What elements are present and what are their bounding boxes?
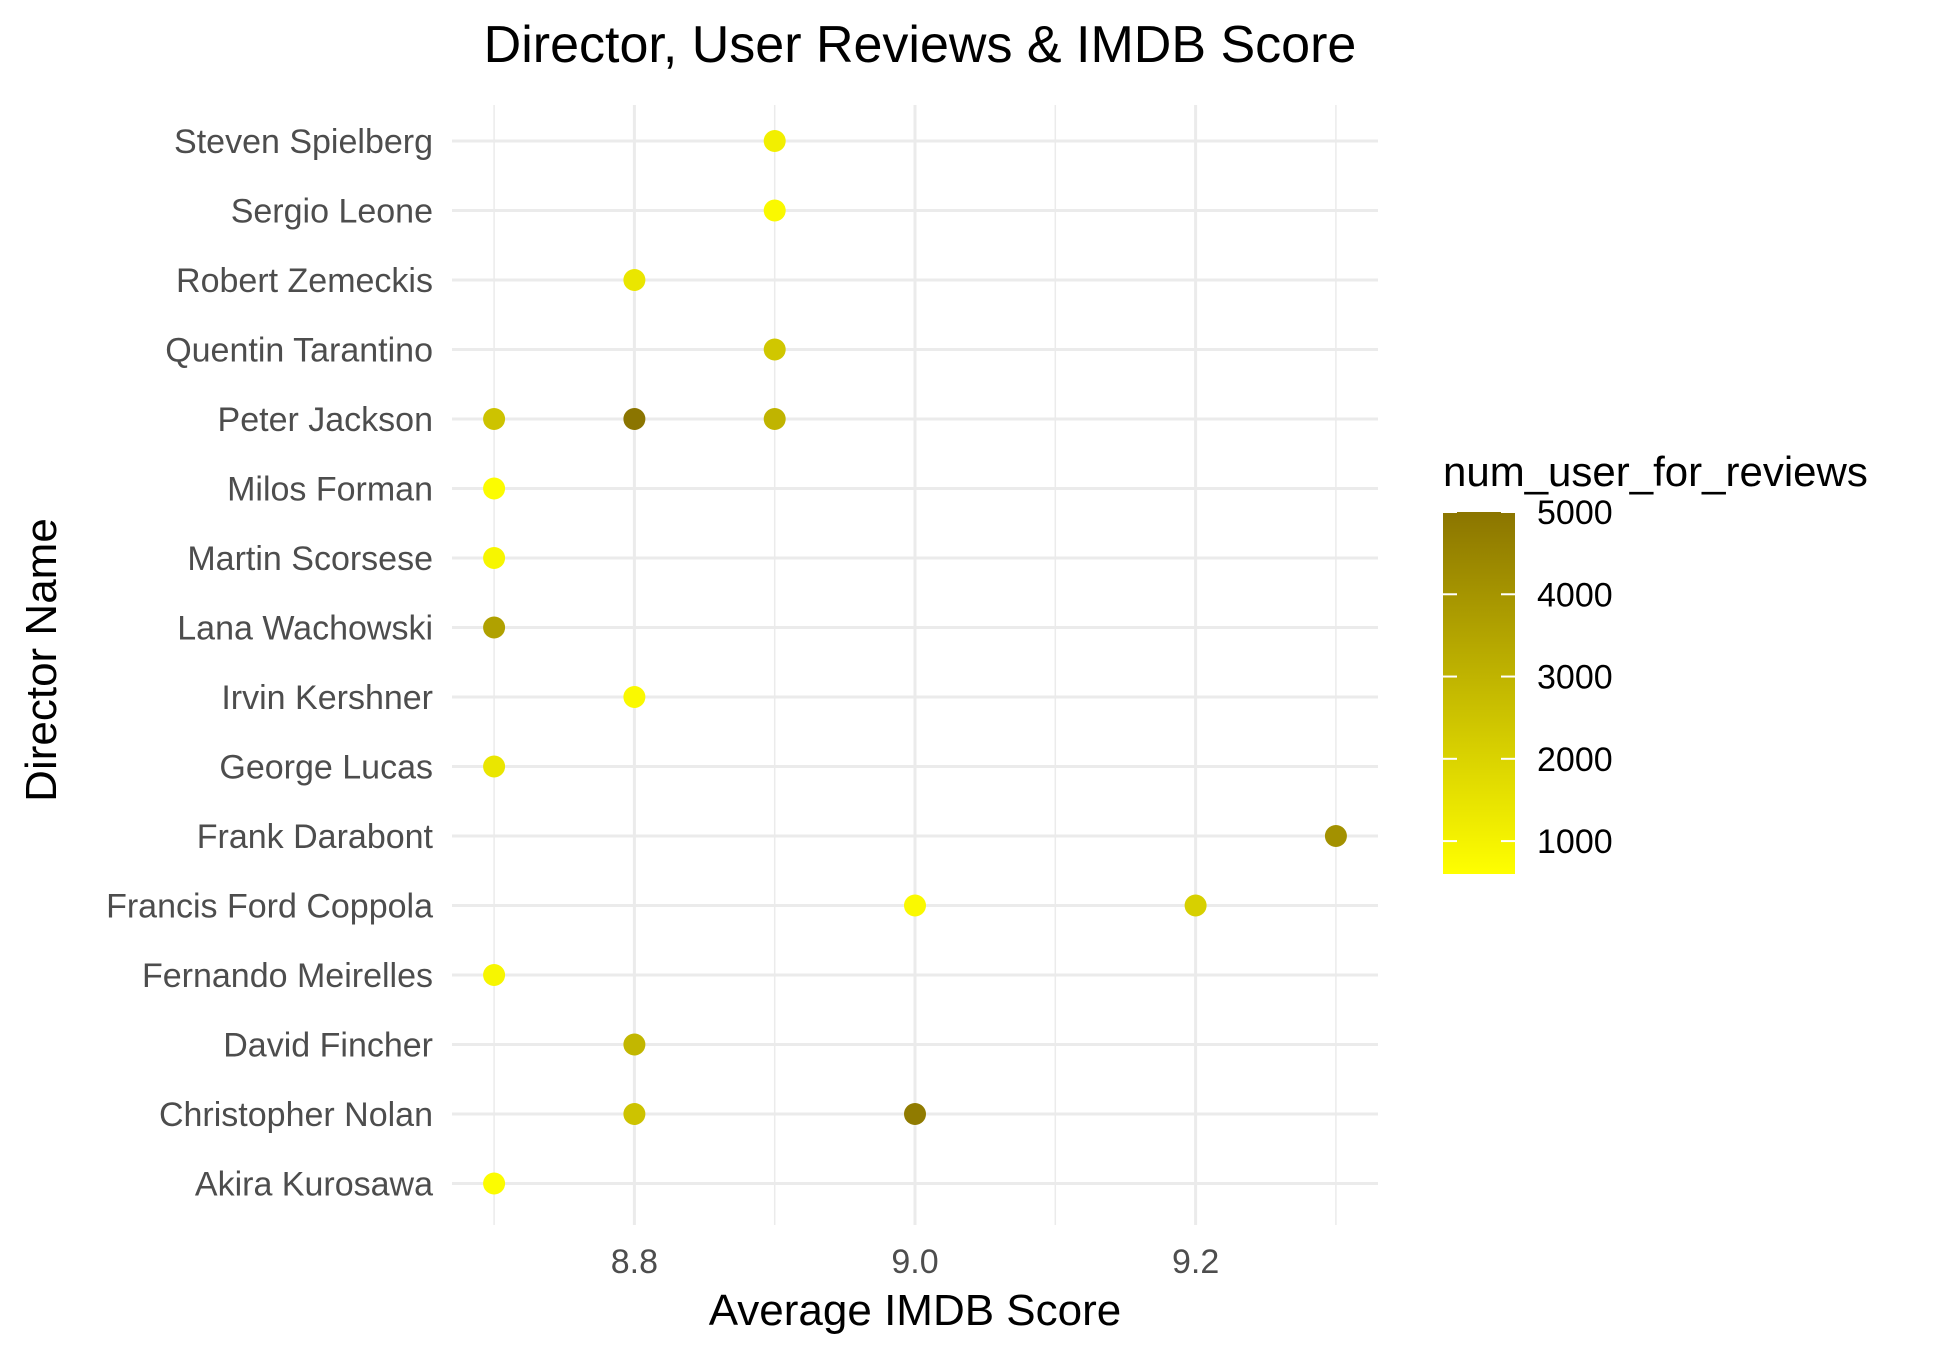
y-tick-label: Sergio Leone (231, 193, 433, 231)
data-point (763, 408, 786, 430)
y-tick-label: Martin Scorsese (187, 540, 433, 578)
y-tick-label: Fernando Meirelles (142, 957, 433, 995)
y-tick-label: George Lucas (219, 749, 433, 787)
legend-tick-label: 2000 (1537, 741, 1613, 779)
legend-tick-label: 4000 (1537, 576, 1613, 614)
data-point (483, 477, 506, 500)
y-tick-label: Frank Darabont (197, 818, 434, 856)
chart-title: Director, User Reviews & IMDB Score (484, 16, 1357, 74)
data-point (623, 686, 646, 708)
data-point (763, 338, 786, 361)
x-tick-label: 8.8 (611, 1243, 658, 1281)
y-tick-label: Milos Forman (227, 471, 433, 509)
legend-color-bar (1443, 512, 1515, 874)
y-tick-label: Robert Zemeckis (176, 262, 433, 300)
legend-ticks: 1000 2000 3000 4000 5000 (1443, 494, 1613, 861)
color-legend: num_user_for_reviews 1000 2000 3000 4000 500… (1443, 448, 1868, 874)
data-point (763, 199, 786, 222)
data-point (483, 616, 506, 639)
y-tick-label: David Fincher (223, 1027, 433, 1065)
data-point (483, 547, 506, 569)
x-tick-label: 9.2 (1172, 1243, 1219, 1281)
x-axis-tick-labels: 8.8 9.0 9.2 (611, 1243, 1219, 1281)
y-tick-label: Irvin Kershner (221, 679, 433, 717)
data-point (623, 269, 646, 291)
data-point (483, 964, 506, 986)
data-point (623, 408, 646, 430)
legend-tick-label: 5000 (1537, 494, 1613, 532)
legend-title: num_user_for_reviews (1443, 448, 1868, 495)
y-axis-tick-labels: Akira Kurosawa Christopher Nolan David Fin… (106, 123, 433, 1204)
data-point (904, 894, 926, 917)
data-point (483, 755, 506, 778)
y-axis-title: Director Name (17, 518, 66, 802)
data-point (763, 130, 786, 152)
data-point (623, 1103, 646, 1125)
y-tick-label: Lana Wachowski (177, 610, 433, 648)
grid (452, 105, 1378, 1225)
y-tick-label: Francis Ford Coppola (106, 888, 433, 926)
data-point (1324, 825, 1347, 847)
x-tick-label: 9.0 (891, 1243, 938, 1281)
data-point (483, 408, 506, 430)
data-point (623, 1033, 646, 1056)
y-tick-label: Quentin Tarantino (165, 332, 433, 370)
data-point (1184, 894, 1207, 917)
data-point (904, 1103, 926, 1125)
x-axis-title: Average IMDB Score (709, 1286, 1121, 1335)
data-point (483, 1172, 506, 1195)
y-tick-label: Christopher Nolan (159, 1096, 433, 1134)
legend-tick-label: 3000 (1537, 659, 1613, 697)
legend-tick-label: 1000 (1537, 823, 1613, 861)
y-tick-label: Steven Spielberg (174, 123, 433, 161)
data-points (483, 130, 1347, 1195)
y-tick-label: Akira Kurosawa (195, 1166, 433, 1204)
y-tick-label: Peter Jackson (218, 401, 433, 439)
